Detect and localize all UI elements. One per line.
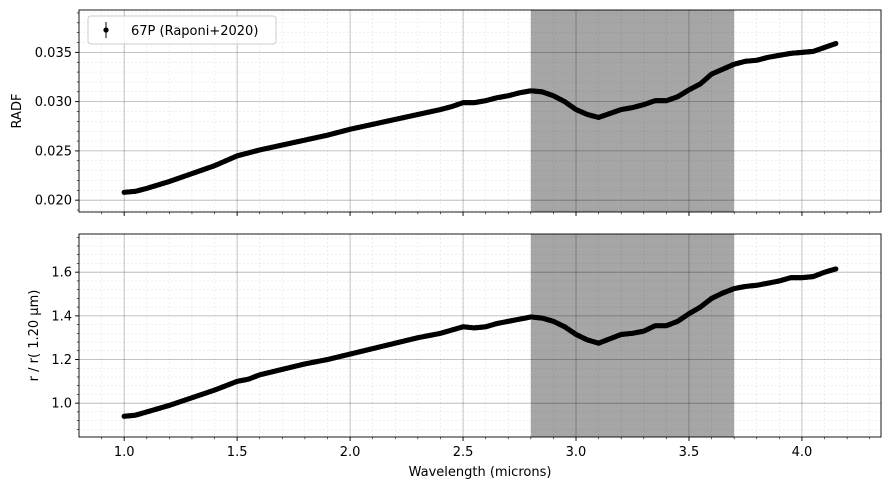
top-panel: 0.020 0.025 0.030 0.035 RADF 67P (Raponi+20… <box>10 9 882 216</box>
y-tick-label: 0.035 <box>35 46 72 61</box>
minor-grid <box>79 10 881 212</box>
y-tick-label: 0.020 <box>35 194 72 209</box>
axes-frame <box>78 233 882 438</box>
shaded-band-rect <box>530 10 735 212</box>
x-tick-label: 1.0 <box>114 445 135 460</box>
data-series <box>121 40 839 195</box>
axes-frame <box>78 9 882 213</box>
y-axis-label: RADF <box>10 94 25 129</box>
tick-marks <box>75 236 871 441</box>
y-tick-label: 0.030 <box>35 95 72 110</box>
y-tick-labels: 1.0 1.2 1.4 1.6 <box>51 266 72 412</box>
bottom-panel: 1.0 1.2 1.4 1.6 1.0 1.5 2.0 2.5 3.0 3.5 4.0 r / r… <box>27 233 882 480</box>
x-tick-label: 3.0 <box>566 445 587 460</box>
x-tick-label: 1.5 <box>227 445 248 460</box>
x-axis-label: Wavelength (microns) <box>409 465 552 480</box>
x-tick-label: 3.5 <box>679 445 700 460</box>
y-axis-label: r / r( 1.20 μm) <box>27 290 42 382</box>
legend-box <box>87 15 277 45</box>
y-tick-label: 1.0 <box>51 397 72 412</box>
legend: 67P (Raponi+2020) <box>87 15 277 45</box>
y-tick-label: 1.4 <box>51 309 72 324</box>
legend-entry-label: 67P (Raponi+2020) <box>131 24 258 39</box>
y-tick-labels: 0.020 0.025 0.030 0.035 <box>35 46 72 209</box>
y-tick-label: 1.2 <box>51 353 72 368</box>
minor-grid <box>79 234 881 437</box>
tick-marks <box>75 12 871 216</box>
legend-marker <box>103 27 109 33</box>
y-tick-label: 1.6 <box>51 266 72 281</box>
x-tick-labels: 1.0 1.5 2.0 2.5 3.0 3.5 4.0 <box>114 445 812 460</box>
x-tick-label: 2.0 <box>340 445 361 460</box>
major-grid <box>79 234 881 437</box>
x-tick-label: 4.0 <box>792 445 813 460</box>
x-tick-label: 2.5 <box>453 445 474 460</box>
shaded-band <box>530 10 735 212</box>
data-series <box>121 266 839 419</box>
data-point <box>833 266 839 272</box>
y-tick-label: 0.025 <box>35 144 72 159</box>
data-point <box>833 40 839 47</box>
